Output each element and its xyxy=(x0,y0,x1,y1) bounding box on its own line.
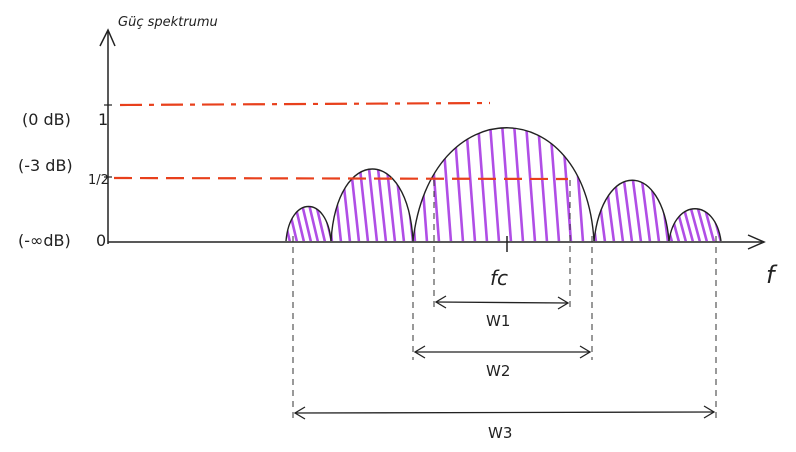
hatch-stroke xyxy=(463,127,477,241)
bandwidth-w2-label: W2 xyxy=(486,362,510,380)
side-lobe-left-2 xyxy=(285,205,332,242)
hatch-stroke xyxy=(688,208,702,241)
zero-db-reference-line xyxy=(119,101,491,107)
level-zero-value: 0 xyxy=(96,231,106,250)
hatch-stroke xyxy=(392,169,406,241)
x-axis-label: f xyxy=(766,261,778,289)
main-lobe xyxy=(412,127,595,242)
hatch-stroke xyxy=(647,180,661,241)
hatch-stroke xyxy=(547,127,561,241)
hatch-stroke xyxy=(499,127,513,241)
hatch-stroke xyxy=(638,180,652,241)
side-lobe-right-2 xyxy=(668,208,722,242)
y-axis-label: Güç spektrumu xyxy=(118,15,218,30)
level-minus3db-label: (-3 dB) xyxy=(18,156,73,175)
bandwidth-w1-arrow xyxy=(434,295,570,310)
hatch-stroke xyxy=(331,169,334,241)
hatch-stroke xyxy=(427,127,441,241)
center-frequency-label: fc xyxy=(490,266,508,290)
level-half-value: 1/2 xyxy=(88,173,109,188)
hatch-stroke xyxy=(523,127,537,241)
side-lobe-right-1 xyxy=(593,179,670,242)
hatch-stroke xyxy=(535,127,549,241)
x-axis xyxy=(108,234,766,250)
hatch-stroke xyxy=(611,180,625,241)
hatch-stroke xyxy=(695,208,709,241)
hatch-stroke xyxy=(439,127,453,241)
side-lobe-right-2-hatching xyxy=(669,208,721,241)
hatch-stroke xyxy=(415,127,429,241)
hatch-stroke xyxy=(356,169,370,241)
hatch-stroke xyxy=(374,169,388,241)
bandwidth-w3-label: W3 xyxy=(488,424,512,442)
hatch-stroke xyxy=(511,127,525,241)
side-lobe-left-1 xyxy=(330,168,414,242)
bandwidth-guides xyxy=(292,180,717,422)
hatch-stroke xyxy=(620,180,634,241)
side-lobe-left-1-hatching xyxy=(331,169,413,241)
hatch-stroke xyxy=(383,169,397,241)
hatch-stroke xyxy=(583,127,594,241)
level-minus-inf-db-label: (-∞dB) xyxy=(18,231,71,250)
minus-3db-reference-line xyxy=(113,176,569,181)
bandwidth-w1-label: W1 xyxy=(486,312,510,330)
hatch-stroke xyxy=(365,169,379,241)
bandwidth-w2-arrow xyxy=(413,345,592,359)
spectrum-curve xyxy=(285,127,722,242)
hatch-stroke xyxy=(451,127,465,241)
level-1-value: 1 xyxy=(98,110,108,129)
level-0db-label: (0 dB) xyxy=(22,110,71,129)
hatch-stroke xyxy=(487,127,501,241)
y-axis xyxy=(99,28,116,244)
hatch-stroke xyxy=(338,169,352,241)
hatch-stroke xyxy=(475,127,489,241)
bandwidth-w3-arrow xyxy=(293,405,716,420)
side-lobe-right-1-hatching xyxy=(594,180,669,241)
hatch-stroke xyxy=(286,206,292,241)
hatch-stroke xyxy=(602,180,616,241)
hatch-stroke xyxy=(594,180,598,241)
hatch-stroke xyxy=(559,127,573,241)
hatch-stroke xyxy=(347,169,361,241)
hatch-stroke xyxy=(410,169,413,241)
hatch-stroke xyxy=(629,180,643,241)
